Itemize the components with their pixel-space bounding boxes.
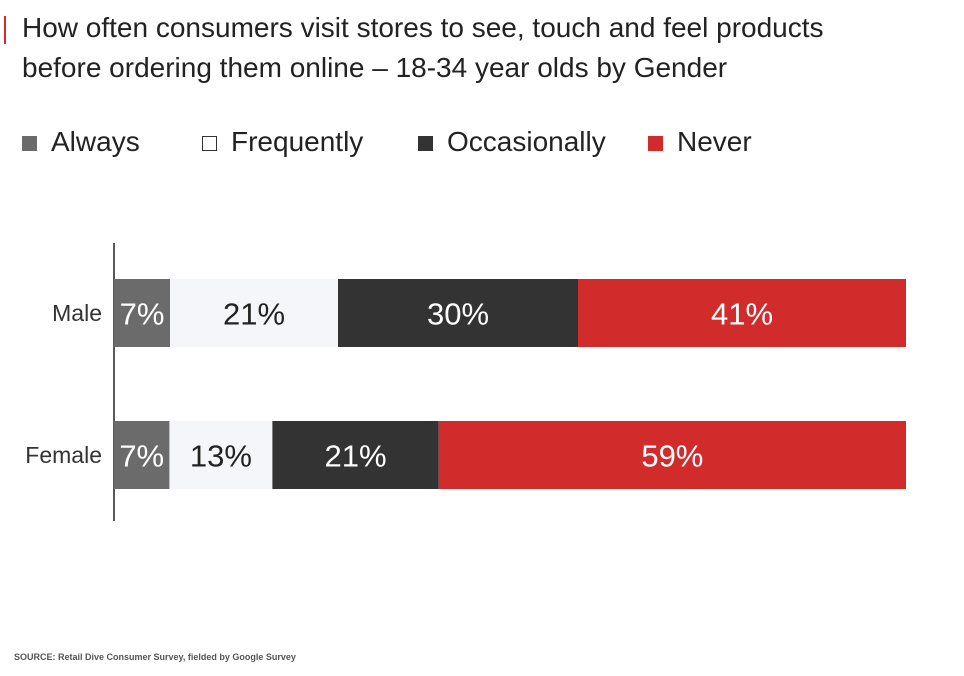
source-note: SOURCE: Retail Dive Consumer Survey, fie… [14,652,296,662]
legend-swatch-occasionally [418,135,433,151]
bar-female-always [114,421,170,489]
legend-item-never: Never [648,122,752,162]
chart-title-line-2: before ordering them online – 18-34 year… [22,52,728,83]
bar-male-always [114,279,170,347]
legend-item-occasionally: Occasionally [418,122,606,162]
legend-swatch-never [648,135,663,151]
data-label-male-occasionally: 30% [427,297,489,332]
legend-label-occasionally: Occasionally [447,126,606,157]
data-label-female-always: 7% [119,439,164,474]
data-label-male-never: 41% [711,297,773,332]
legend-item-always: Always [22,122,140,162]
bar-male-frequently [170,279,338,347]
legend-swatch-always [22,135,37,151]
bar-female-occasionally [272,421,439,489]
title-accent-bar [4,16,6,44]
data-label-female-occasionally: 21% [325,439,387,474]
category-label-male: Male [52,300,102,326]
bar-female-frequently [169,421,273,489]
legend-swatch-frequently [202,135,217,151]
bar-male-never [578,279,906,347]
bar-male-occasionally [338,279,578,347]
legend-label-frequently: Frequently [231,126,364,157]
chart-title: How often consumers visit stores to see,… [22,8,942,88]
legend-label-always: Always [51,126,140,157]
category-label-female: Female [25,442,102,468]
legend-item-frequently: Frequently [202,122,363,162]
chart-title-line-1: How often consumers visit stores to see,… [22,12,824,43]
data-label-male-frequently: 21% [223,297,285,332]
legend-label-never: Never [677,126,752,157]
bar-female-never [438,421,906,489]
data-label-female-never: 59% [641,439,703,474]
data-label-female-frequently: 13% [190,439,252,474]
data-label-male-always: 7% [120,297,165,332]
